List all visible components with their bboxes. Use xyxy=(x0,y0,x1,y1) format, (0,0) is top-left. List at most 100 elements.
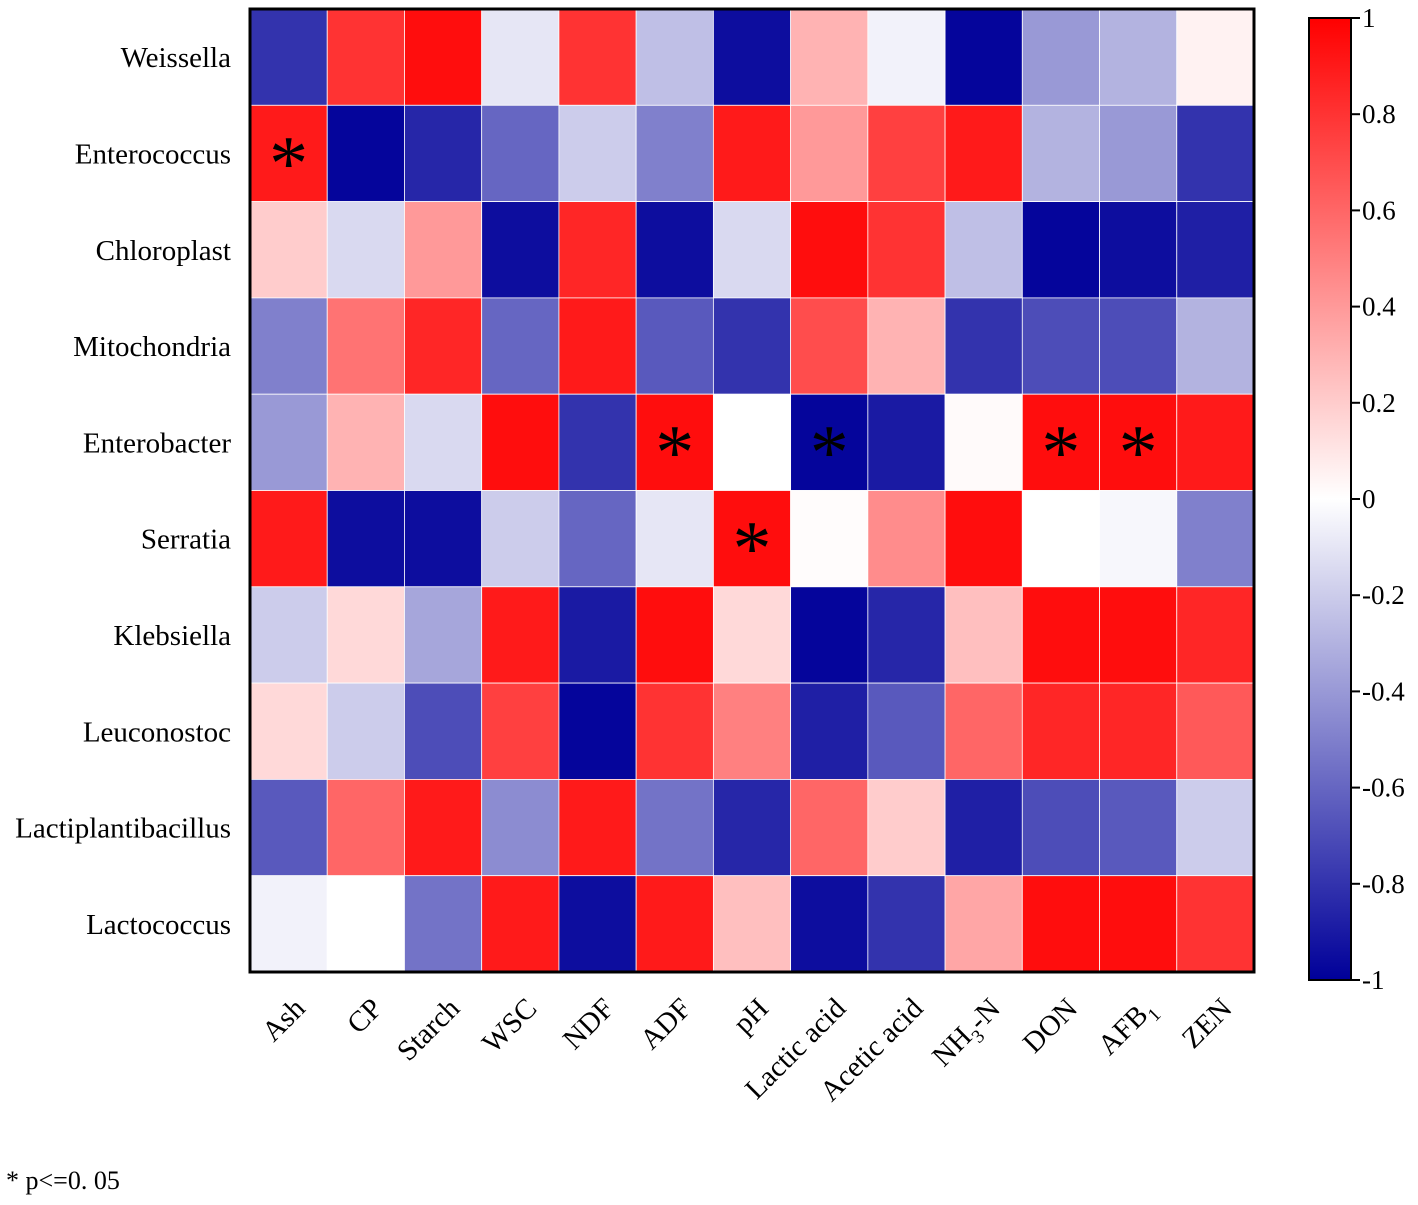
colorbar-tick-label: -0.4 xyxy=(1362,676,1405,706)
heatmap-cell xyxy=(249,393,328,491)
heatmap-cell xyxy=(1099,779,1178,877)
heatmap-cell xyxy=(326,297,405,395)
heatmap-cell xyxy=(867,8,946,106)
heatmap-cell xyxy=(1099,682,1178,780)
heatmap-cell xyxy=(481,682,560,780)
column-label: AFB1 xyxy=(1092,992,1165,1065)
heatmap-cell xyxy=(326,682,405,780)
heatmap-cell xyxy=(404,875,483,973)
significance-star: * xyxy=(1119,408,1158,495)
colorbar-tick-label: -1 xyxy=(1362,965,1385,995)
heatmap-cell xyxy=(944,393,1023,491)
colorbar-tick-label: -0.6 xyxy=(1362,773,1405,803)
heatmap-cell xyxy=(249,490,328,588)
heatmap-cell xyxy=(1176,779,1255,877)
heatmap-cell xyxy=(790,297,869,395)
significance-star: * xyxy=(269,119,308,206)
heatmap-cell xyxy=(1021,875,1100,973)
heatmap-cell xyxy=(558,201,637,299)
heatmap-cell xyxy=(1021,297,1100,395)
row-label: Lactiplantibacillus xyxy=(15,813,231,845)
heatmap-cell xyxy=(326,779,405,877)
heatmap-cell xyxy=(635,682,714,780)
heatmap-cell xyxy=(867,104,946,203)
heatmap-cell xyxy=(249,875,328,973)
heatmap-cell xyxy=(558,8,637,106)
heatmap-cell xyxy=(790,393,869,491)
heatmap-cell xyxy=(1176,586,1255,684)
row-labels: Weissella Enterococcus Chloroplast Mitochon… xyxy=(15,42,231,941)
heatmap-cell xyxy=(481,297,560,395)
heatmap-cell xyxy=(326,104,405,203)
significance-footnote: * p<=0. 05 xyxy=(6,1166,120,1195)
heatmap-cell xyxy=(1099,104,1178,203)
heatmap-cell xyxy=(712,682,792,780)
row-label: Weissella xyxy=(121,42,232,74)
heatmap-cell xyxy=(1176,8,1255,106)
heatmap-cell xyxy=(1099,393,1178,491)
heatmap-cell xyxy=(481,8,560,106)
heatmap-cell xyxy=(635,586,714,684)
heatmap-cell xyxy=(249,104,328,203)
heatmap-cell xyxy=(558,875,637,973)
heatmap-cell xyxy=(249,8,328,106)
row-label: Enterococcus xyxy=(75,138,231,170)
heatmap-cell xyxy=(481,779,560,877)
colorbar-tick-label: 0.6 xyxy=(1362,195,1396,225)
heatmap-cell xyxy=(944,875,1023,973)
heatmap-cell xyxy=(1021,201,1100,299)
heatmap-cell xyxy=(1099,201,1178,299)
heatmap-cell xyxy=(481,104,560,203)
heatmap-cell xyxy=(558,297,637,395)
heatmap-cell xyxy=(404,682,483,780)
heatmap-cell xyxy=(249,586,328,684)
heatmap-cell xyxy=(326,8,405,106)
heatmap-cell xyxy=(404,8,483,106)
heatmap-cell xyxy=(404,779,483,877)
heatmap-cell xyxy=(944,586,1023,684)
heatmap-cell xyxy=(1176,682,1255,780)
column-label: WSC xyxy=(476,992,543,1059)
heatmap-cell xyxy=(326,586,405,684)
column-label: ADF xyxy=(634,992,698,1056)
heatmap-cell xyxy=(867,393,946,491)
heatmap-cell xyxy=(712,297,792,395)
heatmap-cell xyxy=(558,104,637,203)
heatmap-cell xyxy=(712,586,792,684)
heatmap-cell xyxy=(326,875,405,973)
heatmap-cell xyxy=(944,490,1023,588)
heatmap-cell xyxy=(944,104,1023,203)
heatmap-cell xyxy=(712,779,792,877)
heatmap-cell xyxy=(1099,490,1178,588)
heatmap-cell xyxy=(558,586,637,684)
heatmap-cell xyxy=(635,875,714,973)
heatmap-cell xyxy=(326,393,405,491)
heatmap-cell xyxy=(249,682,328,780)
heatmap-cell xyxy=(790,586,869,684)
heatmap-cells xyxy=(249,8,1255,973)
heatmap-cell xyxy=(867,297,946,395)
heatmap-cell xyxy=(635,779,714,877)
heatmap-cell xyxy=(712,8,792,106)
row-label: Lactococcus xyxy=(86,909,231,941)
heatmap-cell xyxy=(712,490,792,588)
heatmap-cell xyxy=(635,104,714,203)
heatmap-frame xyxy=(248,7,1256,974)
heatmap-cell xyxy=(1099,8,1178,106)
heatmap-cell xyxy=(867,201,946,299)
column-label: DON xyxy=(1017,992,1084,1059)
significance-star: * xyxy=(655,408,694,495)
row-label: Mitochondria xyxy=(73,331,231,363)
heatmap-cell xyxy=(481,586,560,684)
heatmap-cell xyxy=(1176,201,1255,299)
heatmap-cell xyxy=(558,490,637,588)
heatmap-cell xyxy=(481,875,560,973)
heatmap-cell xyxy=(790,201,869,299)
heatmap-cell xyxy=(867,875,946,973)
row-label: Serratia xyxy=(141,524,231,556)
significance-markers: * * * * * * xyxy=(269,119,1158,591)
heatmap-cell xyxy=(790,682,869,780)
significance-star: * xyxy=(810,408,849,495)
heatmap-cell xyxy=(1021,586,1100,684)
heatmap-cell xyxy=(635,490,714,588)
